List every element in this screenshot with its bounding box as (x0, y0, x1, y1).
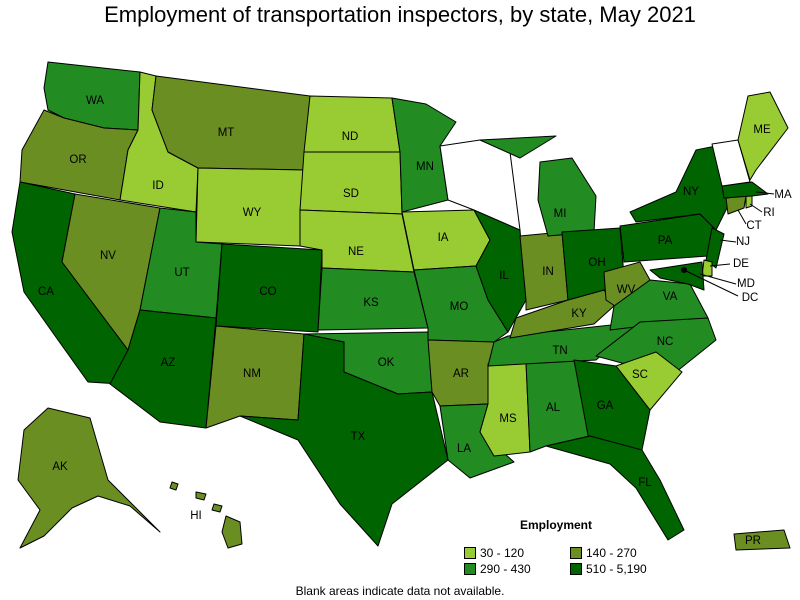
legend-item: 30 - 120 (464, 546, 524, 560)
footnote: Blank areas indicate data not available. (295, 584, 505, 598)
legend-item: 140 - 270 (570, 546, 637, 560)
label-ri: RI (763, 207, 775, 219)
label-ct: CT (746, 220, 761, 232)
label-co: CO (259, 286, 276, 298)
label-wy: WY (243, 207, 262, 219)
label-va: VA (663, 291, 678, 303)
state-nd[interactable] (303, 95, 401, 153)
label-ia: IA (438, 232, 449, 244)
label-md: MD (737, 278, 755, 290)
state-de[interactable] (701, 259, 713, 277)
state-fl[interactable] (545, 435, 685, 541)
leader-dc (683, 269, 739, 297)
label-az: AZ (161, 357, 176, 369)
label-sd: SD (343, 188, 359, 200)
state-mt[interactable] (151, 75, 311, 171)
label-in: IN (542, 266, 554, 278)
legend-label: 140 - 270 (586, 546, 637, 560)
legend-swatch (570, 547, 582, 559)
label-ms: MS (499, 413, 517, 425)
legend-label: 510 - 5,190 (586, 562, 647, 576)
label-mt: MT (218, 127, 235, 139)
label-or: OR (69, 154, 86, 166)
label-hi: HI (190, 510, 202, 522)
label-mi: MI (554, 208, 567, 220)
label-wa: WA (86, 95, 104, 107)
label-il: IL (499, 270, 509, 282)
leader-de (709, 263, 731, 267)
legend-title: Employment (520, 518, 593, 532)
label-mn: MN (416, 161, 434, 173)
leader-ri (749, 203, 763, 213)
leader-ma (755, 191, 775, 195)
label-me: ME (753, 124, 771, 136)
label-tx: TX (351, 431, 366, 443)
label-ks: KS (363, 297, 379, 309)
state-co[interactable] (215, 243, 323, 333)
label-la: LA (457, 443, 471, 455)
label-ut: UT (174, 267, 189, 279)
legend: Employment 30 - 120 140 - 270 290 - 430 … (460, 518, 670, 578)
label-oh: OH (588, 257, 605, 269)
state-nj[interactable] (705, 227, 725, 269)
state-ga[interactable] (573, 359, 651, 451)
legend-swatch (464, 547, 476, 559)
label-pa: PA (658, 235, 673, 247)
label-ny: NY (683, 186, 699, 198)
legend-item: 510 - 5,190 (570, 562, 647, 576)
label-ne: NE (348, 246, 364, 258)
state-az[interactable] (109, 309, 217, 429)
legend-item: 290 - 430 (464, 562, 531, 576)
dc-marker (681, 267, 687, 273)
label-mo: MO (450, 301, 469, 313)
label-wv: WV (617, 284, 636, 296)
state-tx[interactable] (239, 333, 449, 547)
label-fl: FL (638, 477, 652, 489)
state-sd[interactable] (299, 151, 403, 215)
label-sc: SC (632, 369, 648, 381)
state-vt-nh (711, 139, 751, 187)
legend-swatch (464, 563, 476, 575)
state-pr[interactable] (733, 529, 791, 551)
label-ak: AK (52, 461, 68, 473)
map-title: Employment of transportation inspectors,… (104, 2, 696, 27)
label-nc: NC (657, 336, 674, 348)
state-ct[interactable] (725, 195, 747, 215)
state-ak[interactable] (17, 407, 161, 549)
leader-ct (737, 209, 747, 225)
state-md[interactable] (649, 261, 705, 291)
label-nm: NM (243, 368, 261, 380)
leader-nj (719, 239, 737, 243)
label-nd: ND (342, 131, 359, 143)
state-ri[interactable] (745, 195, 753, 209)
label-tn: TN (552, 345, 567, 357)
label-ky: KY (571, 308, 587, 320)
label-de: DE (733, 258, 749, 270)
label-al: AL (546, 402, 561, 414)
label-ma: MA (774, 189, 792, 201)
label-dc: DC (742, 292, 759, 304)
label-ca: CA (38, 286, 54, 298)
state-va[interactable] (609, 279, 709, 331)
state-me[interactable] (737, 91, 789, 181)
label-ok: OK (378, 357, 395, 369)
legend-label: 30 - 120 (480, 546, 525, 560)
label-ar: AR (453, 368, 469, 380)
legend-swatch (570, 563, 582, 575)
state-hi[interactable] (169, 481, 243, 549)
state-ms[interactable] (479, 361, 531, 457)
leader-md (699, 273, 737, 285)
label-pr: PR (745, 535, 761, 547)
label-nv: NV (100, 250, 116, 262)
legend-label: 290 - 430 (480, 562, 531, 576)
label-id: ID (152, 180, 164, 192)
label-ga: GA (597, 400, 614, 412)
label-nj: NJ (736, 236, 750, 248)
